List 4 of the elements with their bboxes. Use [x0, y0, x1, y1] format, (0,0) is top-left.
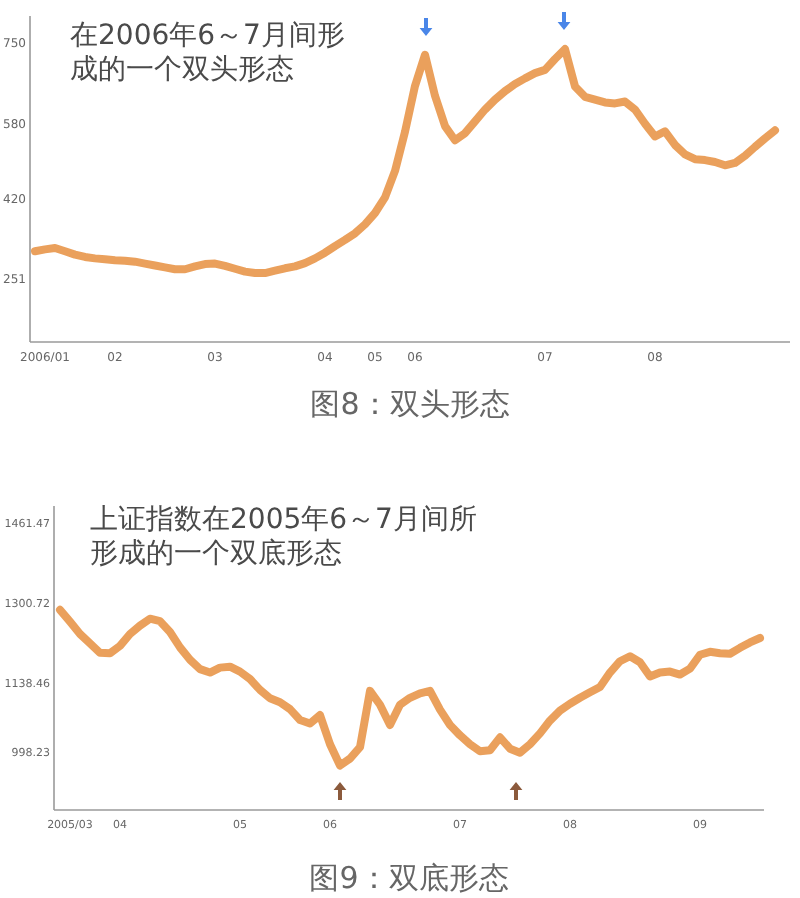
annotation: 在2006年6～7月间形成的一个双头形态: [70, 20, 345, 86]
text: 图9：双底形态: [309, 860, 509, 896]
annotation: 上证指数在2005年6～7月间所形成的一个双底形态: [90, 504, 477, 570]
text: 图8：双头形态: [310, 386, 510, 422]
